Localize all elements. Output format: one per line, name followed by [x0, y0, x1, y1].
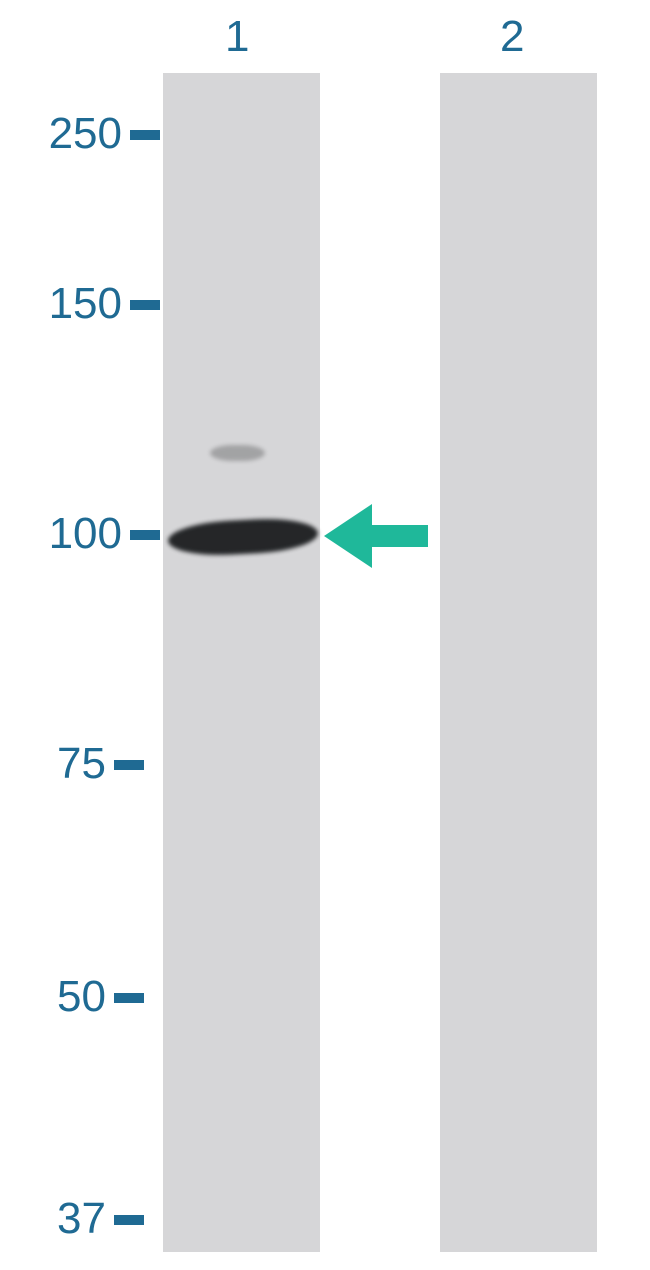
mw-tick-100 — [130, 530, 160, 540]
mw-tick-250 — [130, 130, 160, 140]
mw-tick-37 — [114, 1215, 144, 1225]
mw-tick-75 — [114, 760, 144, 770]
lane-2 — [440, 73, 597, 1252]
mw-tick-50 — [114, 993, 144, 1003]
mw-label-37: 37 — [57, 1194, 106, 1244]
mw-label-250: 250 — [49, 109, 122, 159]
mw-tick-150 — [130, 300, 160, 310]
mw-label-75: 75 — [57, 739, 106, 789]
lane-1-header: 1 — [225, 12, 249, 62]
band-lane1-1 — [210, 445, 265, 461]
lane-2-header: 2 — [500, 12, 524, 62]
lane-1 — [163, 73, 320, 1252]
blot-canvas: 1 2 250 150 100 75 50 37 — [0, 0, 650, 1270]
mw-label-100: 100 — [49, 509, 122, 559]
mw-label-50: 50 — [57, 972, 106, 1022]
mw-label-150: 150 — [49, 279, 122, 329]
indicator-arrow-head — [324, 504, 372, 568]
